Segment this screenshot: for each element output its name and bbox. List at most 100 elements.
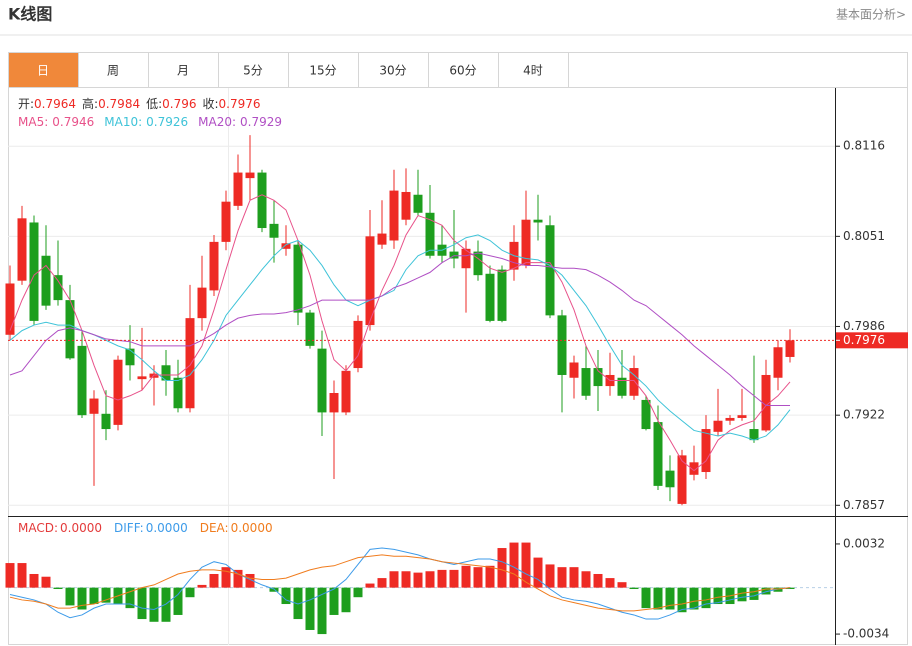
candle-body — [329, 393, 339, 413]
candle-body — [545, 225, 555, 316]
macd-bar — [737, 587, 747, 602]
macd-bar — [317, 587, 327, 635]
macd-line — [9, 554, 791, 612]
macd-bar — [485, 565, 495, 588]
candle-body — [113, 359, 123, 425]
macd-bar — [101, 587, 111, 603]
macd-bar — [749, 587, 759, 600]
macd-bar — [713, 587, 723, 605]
macd-bar — [149, 587, 159, 622]
candle-body — [293, 244, 303, 313]
tab[interactable] — [288, 52, 359, 88]
candle-body — [521, 219, 531, 266]
tab-label[interactable]: 月 — [177, 64, 189, 78]
candle-body — [41, 255, 51, 306]
info-value: 0.7976 — [219, 97, 261, 111]
tab-label[interactable]: 5分 — [243, 64, 263, 78]
macd-bar — [545, 564, 555, 588]
tab[interactable] — [428, 52, 499, 88]
tab-label[interactable]: 周 — [107, 64, 119, 78]
candle-body — [197, 287, 207, 319]
tab-label[interactable]: 15分 — [309, 64, 336, 78]
macd-bar — [209, 573, 219, 588]
candle-body — [425, 212, 435, 256]
tab[interactable] — [148, 52, 219, 88]
candle-body — [137, 376, 147, 380]
macd-bar — [701, 587, 711, 609]
y-tick-label: 0.7986 — [843, 319, 885, 333]
candle-body — [473, 251, 483, 276]
macd-bar — [137, 587, 147, 620]
info-label: 低: — [146, 97, 162, 111]
tab[interactable] — [498, 52, 569, 88]
candle-body — [581, 368, 591, 396]
macd-bar — [161, 587, 171, 622]
legend-name: DIFF: — [114, 521, 144, 535]
candle-body — [209, 241, 219, 291]
y-tick-label: 0.0032 — [843, 536, 885, 550]
candle-body — [557, 315, 567, 375]
candle-body — [77, 345, 87, 416]
candle-body — [281, 243, 291, 249]
candle-body — [221, 201, 231, 242]
candle-body — [233, 172, 243, 206]
candle-body — [665, 470, 675, 488]
legend-value: 0.7929 — [240, 115, 282, 129]
info-value: 0.7984 — [98, 97, 140, 111]
tab-label[interactable]: 30分 — [379, 64, 406, 78]
legend-name: MA20: — [198, 115, 236, 129]
macd-bar — [677, 587, 687, 613]
macd-legend: MACD: 0.0000 DIFF: 0.0000 DEA: 0.0000 — [18, 521, 273, 535]
tab-label[interactable]: 4时 — [523, 64, 543, 78]
macd-bar — [605, 578, 615, 588]
tab-label[interactable]: 日 — [37, 64, 49, 78]
candle-body — [497, 269, 507, 321]
page-title: K线图 — [8, 5, 52, 24]
macd-bar — [221, 567, 231, 588]
candle-body — [401, 191, 411, 220]
candle-body — [737, 415, 747, 418]
macd-bar — [641, 587, 651, 609]
macd-bar — [461, 565, 471, 588]
macd-bar — [497, 548, 507, 588]
candle-body — [677, 455, 687, 504]
candle-body — [125, 348, 135, 366]
candle-body — [365, 236, 375, 326]
candle-body — [245, 172, 255, 179]
candle-body — [461, 248, 471, 269]
candle-body — [101, 413, 111, 430]
candle-body — [713, 420, 723, 432]
candle-body — [161, 365, 171, 381]
info-label: 高: — [82, 96, 98, 111]
tab-label[interactable]: 60分 — [449, 64, 476, 78]
fundamental-link[interactable]: 基本面分析> — [836, 8, 906, 22]
macd-bar — [557, 567, 567, 588]
macd-bar — [785, 587, 795, 590]
y-tick-label: 0.8116 — [843, 139, 885, 153]
last-price-label: 0.7976 — [843, 333, 885, 347]
ma-line — [9, 194, 791, 472]
macd-bar — [509, 542, 519, 588]
y-tick-label: -0.0034 — [843, 627, 889, 641]
candle-body — [341, 370, 351, 413]
candle-body — [593, 368, 603, 387]
candle-body — [749, 429, 759, 441]
macd-bar — [125, 587, 135, 609]
macd-bar — [773, 587, 783, 592]
tab[interactable] — [8, 52, 79, 88]
candle-body — [5, 283, 15, 335]
ma-line — [9, 234, 791, 441]
info-value: 0.796 — [162, 97, 196, 111]
macd-bar — [185, 587, 195, 598]
macd-bar — [305, 587, 315, 630]
tab[interactable] — [78, 52, 149, 88]
macd-bar — [617, 582, 627, 588]
macd-bar — [245, 573, 255, 588]
candle-body — [533, 219, 543, 223]
macd-bar — [449, 569, 459, 588]
candle-body — [773, 347, 783, 378]
macd-bar — [293, 587, 303, 620]
candle-body — [761, 374, 771, 431]
macd-bar — [689, 587, 699, 610]
info-value: 0.7964 — [34, 97, 76, 111]
